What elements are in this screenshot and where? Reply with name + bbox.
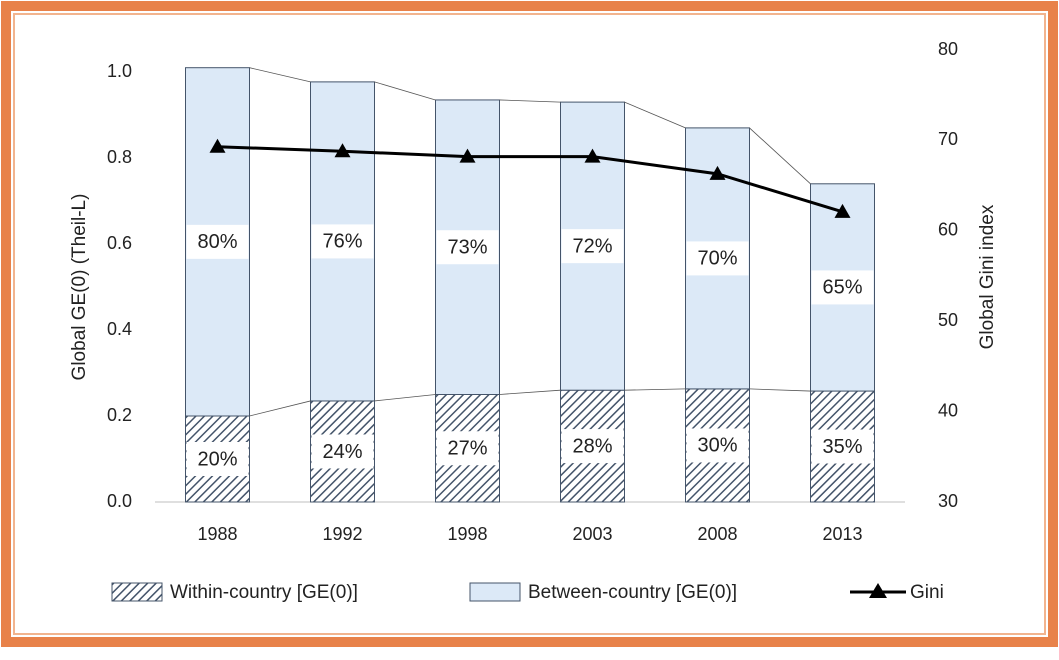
line-marker bbox=[834, 203, 851, 218]
y-tick-label: 1.0 bbox=[107, 61, 132, 81]
legend-label: Between-country [GE(0)] bbox=[528, 582, 737, 603]
share-label-box bbox=[311, 224, 374, 259]
legend-marker bbox=[869, 583, 887, 598]
share-label-box bbox=[436, 431, 499, 466]
share-label-box bbox=[311, 434, 374, 469]
share-label: 73% bbox=[447, 237, 487, 259]
y2-tick-label: 40 bbox=[938, 400, 958, 420]
x-tick-label: 1992 bbox=[322, 524, 362, 544]
y2-tick-label: 70 bbox=[938, 129, 958, 149]
frame-inner bbox=[13, 13, 1046, 635]
y2-tick-label: 50 bbox=[938, 310, 958, 330]
connector-line bbox=[624, 101, 686, 129]
share-label: 80% bbox=[197, 231, 237, 253]
connector-line bbox=[374, 394, 436, 402]
y-tick-label: 0.4 bbox=[107, 319, 132, 339]
share-label-box bbox=[686, 241, 749, 276]
share-label-box bbox=[186, 224, 249, 259]
share-label: 20% bbox=[197, 448, 237, 470]
share-label: 65% bbox=[822, 277, 862, 299]
y2-tick-label: 60 bbox=[938, 220, 958, 240]
share-label: 30% bbox=[697, 435, 737, 457]
share-label: 35% bbox=[822, 436, 862, 458]
x-tick-label: 2013 bbox=[822, 524, 862, 544]
legend-swatch bbox=[111, 582, 163, 602]
line-marker bbox=[209, 138, 226, 153]
share-label-box bbox=[436, 230, 499, 265]
share-label: 28% bbox=[572, 435, 612, 457]
y2-tick-label: 80 bbox=[938, 39, 958, 59]
y-tick-label: 0.8 bbox=[107, 147, 132, 167]
y-tick-label: 0.6 bbox=[107, 233, 132, 253]
y-axis-label: Global GE(0) (Theil-L) bbox=[69, 194, 90, 381]
frame bbox=[1, 1, 1058, 647]
share-label-box bbox=[811, 270, 874, 305]
line-marker bbox=[334, 143, 351, 158]
share-label-box bbox=[561, 429, 624, 464]
y-tick-label: 0.0 bbox=[107, 491, 132, 511]
connector-line bbox=[374, 81, 436, 101]
connector-line bbox=[749, 127, 811, 185]
share-label-box bbox=[186, 442, 249, 476]
connector-line bbox=[749, 388, 811, 392]
legend-label: Within-country [GE(0)] bbox=[170, 582, 358, 603]
line-marker bbox=[584, 148, 601, 163]
line-series bbox=[217, 145, 843, 214]
line-marker bbox=[459, 148, 476, 163]
y2-tick-label: 30 bbox=[938, 491, 958, 511]
x-tick-label: 1988 bbox=[197, 524, 237, 544]
share-label-box bbox=[811, 429, 874, 464]
connector-line bbox=[624, 388, 686, 391]
connector-line bbox=[499, 389, 561, 395]
legend-label: Gini bbox=[910, 582, 944, 603]
connector-line bbox=[249, 67, 311, 83]
share-label: 76% bbox=[322, 231, 362, 253]
share-label-box bbox=[561, 229, 624, 264]
share-label-box bbox=[686, 428, 749, 463]
x-tick-label: 1998 bbox=[447, 524, 487, 544]
x-tick-label: 2008 bbox=[697, 524, 737, 544]
connector-line bbox=[499, 99, 561, 103]
connector-line bbox=[249, 400, 311, 417]
y-tick-label: 0.2 bbox=[107, 405, 132, 425]
share-label: 72% bbox=[572, 235, 612, 257]
share-label: 24% bbox=[322, 441, 362, 463]
x-tick-label: 2003 bbox=[572, 524, 612, 544]
share-label: 27% bbox=[447, 438, 487, 460]
line-marker bbox=[709, 165, 726, 180]
share-label: 70% bbox=[697, 248, 737, 270]
y2-axis-label: Global Gini index bbox=[977, 204, 998, 349]
legend-swatch bbox=[469, 582, 521, 602]
